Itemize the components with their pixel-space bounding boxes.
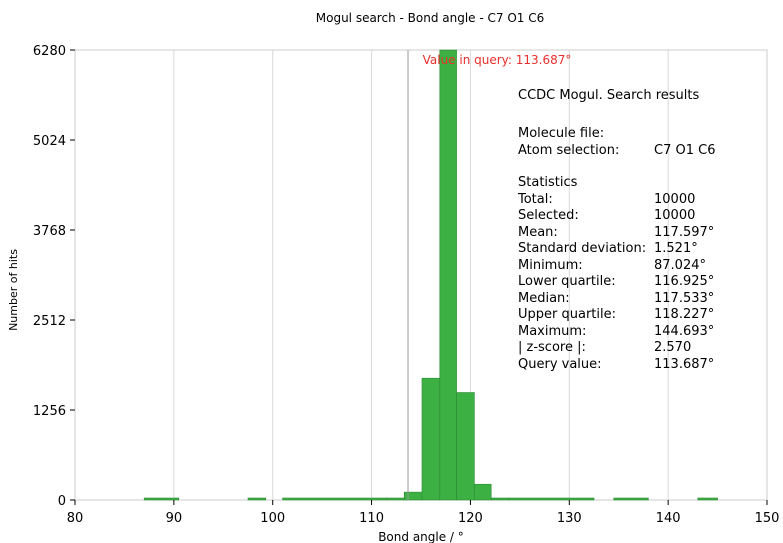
x-axis-ticks: 80 90 100 110 120 130 140 150 (67, 500, 780, 526)
statistics-title: Statistics (518, 175, 578, 190)
query-value-label: Value in query: 113.687° (423, 53, 572, 67)
stat-label: Mean: (518, 224, 558, 240)
stat-row: Median: 117.533° (518, 291, 758, 308)
y-tick-label: 5024 (33, 134, 66, 149)
spacer (518, 110, 758, 126)
atom-selection-value: C7 O1 C6 (654, 142, 716, 158)
y-axis-ticks: 0 1256 2512 3768 5024 6280 (33, 44, 75, 509)
y-axis-label: Number of hits (7, 249, 20, 331)
y-tick-label: 1256 (33, 404, 66, 419)
stat-label: Minimum: (518, 257, 583, 273)
stat-row: Standard deviation: 1.521° (518, 241, 758, 258)
histogram-bar (474, 483, 492, 501)
y-tick-label: 0 (58, 494, 66, 509)
stat-row: Selected: 10000 (518, 208, 758, 225)
x-tick-label: 80 (67, 511, 84, 526)
results-header: CCDC Mogul. Search results (518, 88, 700, 103)
histogram-bar (697, 497, 718, 501)
spacer (518, 159, 758, 175)
histogram-bar (421, 377, 441, 501)
y-tick-label: 2512 (33, 314, 66, 329)
stat-label: Query value: (518, 356, 602, 372)
histogram-bar (456, 392, 475, 501)
atom-selection-label: Atom selection: (518, 142, 620, 158)
histogram-bar (613, 497, 649, 501)
stat-label: Maximum: (518, 323, 587, 339)
stat-label: Standard deviation: (518, 241, 647, 256)
x-tick-label: 110 (359, 511, 384, 526)
statistics-table: Total: 10000 Selected: 10000 Mean: 117.597° St… (518, 192, 758, 374)
histogram-bar (403, 491, 423, 501)
stat-label: Total: (518, 191, 553, 207)
stat-row: Upper quartile: 118.227° (518, 307, 758, 324)
x-tick-label: 120 (458, 511, 483, 526)
stat-value: 10000 (654, 191, 696, 207)
stat-value: 1.521° (654, 241, 698, 256)
stat-value: 2.570 (654, 340, 692, 355)
histogram-bar (386, 497, 405, 501)
stat-label: | z-score |: (518, 340, 586, 355)
x-tick-label: 130 (557, 511, 582, 526)
stat-label: Lower quartile: (518, 274, 616, 289)
histogram-bars (143, 49, 718, 501)
y-tick-label: 6280 (33, 44, 66, 59)
stat-row: Query value: 113.687° (518, 357, 758, 374)
atom-selection-row: Atom selection: C7 O1 C6 (518, 143, 758, 160)
x-tick-label: 100 (260, 511, 285, 526)
stat-value: 116.925° (654, 274, 715, 289)
stat-label: Selected: (518, 208, 579, 223)
stat-value: 144.693° (654, 323, 715, 339)
stat-row: Lower quartile: 116.925° (518, 274, 758, 291)
stat-row: Maximum: 144.693° (518, 324, 758, 341)
histogram-bar (282, 497, 387, 501)
stat-row: Mean: 117.597° (518, 225, 758, 242)
histogram-bar (490, 497, 510, 501)
molecule-file-row: Molecule file: (518, 126, 758, 143)
stat-value: 118.227° (654, 307, 715, 322)
x-tick-label: 140 (656, 511, 681, 526)
stat-row: Total: 10000 (518, 192, 758, 209)
stat-row: | z-score |: 2.570 (518, 340, 758, 357)
stat-row: Minimum: 87.024° (518, 258, 758, 275)
histogram-bar (143, 497, 180, 501)
stat-value: 117.597° (654, 224, 715, 240)
molecule-file-label: Molecule file: (518, 126, 605, 141)
stat-value: 113.687° (654, 356, 715, 372)
stat-value: 10000 (654, 208, 696, 223)
x-tick-label: 150 (755, 511, 780, 526)
chart-title: Mogul search - Bond angle - C7 O1 C6 (316, 11, 545, 25)
search-results-panel: CCDC Mogul. Search results Molecule file… (518, 88, 758, 373)
stat-value: 87.024° (654, 257, 706, 273)
stat-value: 117.533° (654, 290, 715, 306)
histogram-bar (247, 497, 267, 501)
x-tick-label: 90 (166, 511, 183, 526)
stat-label: Median: (518, 290, 570, 306)
histogram-bar (439, 49, 457, 501)
histogram-bar (508, 497, 595, 501)
y-tick-label: 3768 (33, 224, 66, 239)
stat-label: Upper quartile: (518, 307, 616, 322)
x-axis-label: Bond angle / ° (378, 530, 464, 543)
